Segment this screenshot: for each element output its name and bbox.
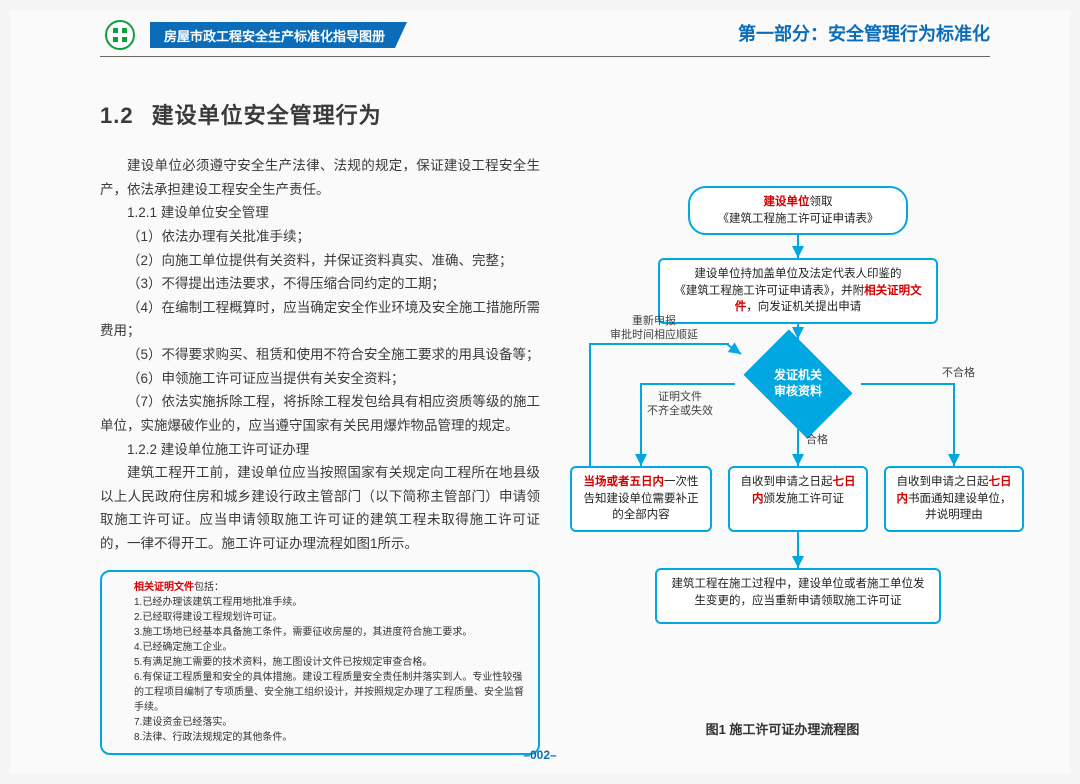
flow-edge-label: 不合格 <box>942 366 975 380</box>
left-column: 1.2 建设单位安全管理行为 建设单位必须遵守安全生产法律、法规的规定，保证建设工… <box>100 78 540 738</box>
sub2-title: 1.2.2 建设单位施工许可证办理 <box>100 438 540 462</box>
flow-node-n1: 建设单位领取《建筑工程施工许可证申请表》 <box>688 186 908 235</box>
item-1: （1）依法办理有关批准手续； <box>100 225 540 249</box>
note-line-8: 8.法律、行政法规规定的其他条件。 <box>134 730 526 745</box>
logo-icon <box>105 20 135 50</box>
note-line-5: 5.有满足施工需要的技术资料，施工图设计文件已按规定审查合格。 <box>134 655 526 670</box>
flow-edge-label: 合格 <box>806 433 828 447</box>
item-6: （6）申领施工许可证应当提供有关安全资料； <box>100 367 540 391</box>
page-number: –002– <box>10 748 1070 762</box>
flow-caption: 图1 施工许可证办理流程图 <box>570 719 995 738</box>
right-column: 建设单位领取《建筑工程施工许可证申请表》建设单位持加盖单位及法定代表人印鉴的《建… <box>570 78 995 738</box>
note-line-4: 4.已经确定施工企业。 <box>134 640 526 655</box>
header: 房屋市政工程安全生产标准化指导图册 第一部分：安全管理行为标准化 <box>10 10 1070 50</box>
sub2-body: 建筑工程开工前，建设单位应当按照国家有关规定向工程所在地县级以上人民政府住房和城… <box>100 461 540 556</box>
flow-node-nF: 建筑工程在施工过程中，建设单位或者施工单位发生变更的，应当重新申请领取施工许可证 <box>655 568 941 624</box>
item-3: （3）不得提出违法要求，不得压缩合同约定的工期； <box>100 272 540 296</box>
sub1-title: 1.2.1 建设单位安全管理 <box>100 201 540 225</box>
content: 1.2 建设单位安全管理行为 建设单位必须遵守安全生产法律、法规的规定，保证建设工… <box>100 78 995 738</box>
flow-node-nL: 当场或者五日内一次性告知建设单位需要补正的全部内容 <box>570 466 712 532</box>
item-2: （2）向施工单位提供有关资料，并保证资料真实、准确、完整； <box>100 249 540 273</box>
flow-edge-label: 证明文件 不齐全或失效 <box>647 390 713 419</box>
intro: 建设单位必须遵守安全生产法律、法规的规定，保证建设工程安全生产，依法承担建设工程… <box>100 154 540 201</box>
note-suffix: 包括： <box>194 582 224 593</box>
item-5: （5）不得要求购买、租赁和使用不符合安全施工要求的用具设备等； <box>100 343 540 367</box>
note-line-7: 7.建设资金已经落实。 <box>134 715 526 730</box>
page: 房屋市政工程安全生产标准化指导图册 第一部分：安全管理行为标准化 1.2 建设单位… <box>10 10 1070 774</box>
note-line-1: 1.已经办理该建筑工程用地批准手续。 <box>134 595 526 610</box>
booklet-title: 房屋市政工程安全生产标准化指导图册 <box>150 22 407 48</box>
header-rule <box>100 56 990 57</box>
flowchart: 建设单位领取《建筑工程施工许可证申请表》建设单位持加盖单位及法定代表人印鉴的《建… <box>570 78 995 738</box>
flow-node-nM: 自收到申请之日起七日内颁发施工许可证 <box>728 466 868 532</box>
flow-diamond-label: 发证机关 审核资料 <box>738 368 858 399</box>
flow-node-nR: 自收到申请之日起七日内书面通知建设单位，并说明理由 <box>884 466 1024 532</box>
note-box: 相关证明文件包括： 1.已经办理该建筑工程用地批准手续。 2.已经取得建设工程规… <box>100 570 540 755</box>
section-number: 1.2 <box>100 103 134 128</box>
item-4: （4）在编制工程概算时，应当确定安全作业环境及安全施工措施所需费用； <box>100 296 540 343</box>
flow-edge-label: 重新申报 审批时间相应顺延 <box>610 314 698 343</box>
note-line-6: 6.有保证工程质量和安全的具体措施。建设工程质量安全责任制并落实到人。专业性较强… <box>134 670 526 715</box>
section-title: 1.2 建设单位安全管理行为 <box>100 98 540 130</box>
item-7: （7）依法实施拆除工程，将拆除工程发包给具有相应资质等级的施工单位，实施爆破作业… <box>100 390 540 437</box>
part-label: 第一部分：安全管理行为标准化 <box>738 20 990 46</box>
note-line-2: 2.已经取得建设工程规划许可证。 <box>134 610 526 625</box>
flow-node-n2: 建设单位持加盖单位及法定代表人印鉴的《建筑工程施工许可证申请表》，并附相关证明文… <box>658 258 938 324</box>
note-line-3: 3.施工场地已经基本具备施工条件，需要征收房屋的，其进度符合施工要求。 <box>134 625 526 640</box>
section-title-text: 建设单位安全管理行为 <box>152 103 382 128</box>
note-title: 相关证明文件 <box>134 582 194 593</box>
body-text: 建设单位必须遵守安全生产法律、法规的规定，保证建设工程安全生产，依法承担建设工程… <box>100 154 540 556</box>
